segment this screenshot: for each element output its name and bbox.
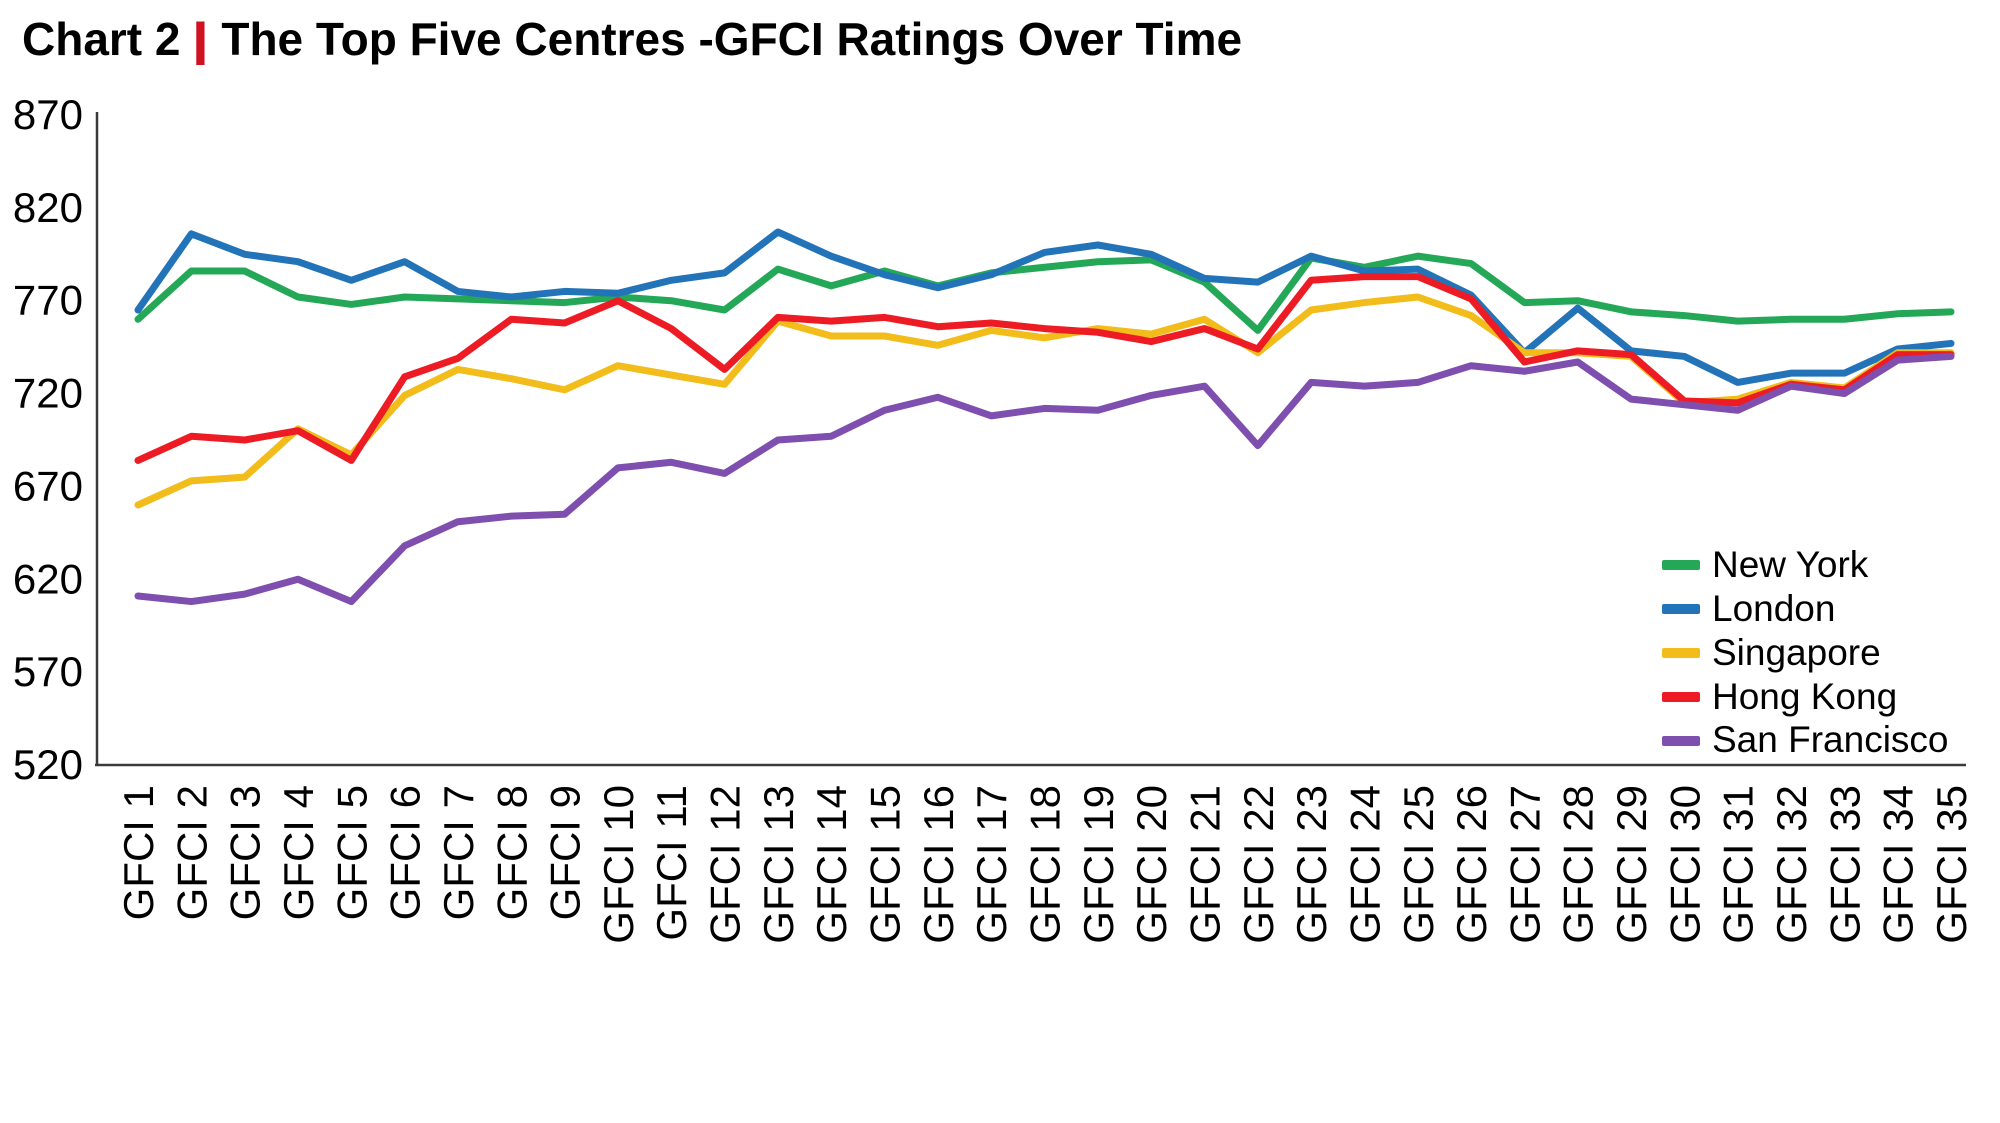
legend-item-san-francisco: San Francisco bbox=[1662, 721, 1949, 760]
chart-title: Chart 2 | The Top Five Centres -GFCI Rat… bbox=[22, 12, 1242, 66]
legend-label-new-york: New York bbox=[1712, 544, 1869, 585]
chart-title-separator: | bbox=[191, 13, 210, 65]
svg-text:GFCI 1: GFCI 1 bbox=[115, 785, 162, 920]
svg-text:GFCI 28: GFCI 28 bbox=[1555, 785, 1602, 944]
legend-swatch-hong-kong bbox=[1662, 691, 1700, 702]
svg-text:GFCI 29: GFCI 29 bbox=[1608, 785, 1655, 944]
chart-title-text: The Top Five Centres -GFCI Ratings Over … bbox=[221, 13, 1243, 65]
svg-text:520: 520 bbox=[13, 741, 83, 788]
legend-swatch-london bbox=[1662, 604, 1700, 615]
svg-text:GFCI 6: GFCI 6 bbox=[382, 785, 429, 920]
svg-text:820: 820 bbox=[13, 184, 83, 231]
svg-text:GFCI 33: GFCI 33 bbox=[1821, 785, 1868, 944]
legend-item-hong-kong: Hong Kong bbox=[1662, 675, 1949, 717]
svg-text:620: 620 bbox=[13, 555, 83, 602]
svg-text:GFCI 7: GFCI 7 bbox=[435, 785, 482, 920]
legend-label-san-francisco: San Francisco bbox=[1712, 719, 1949, 761]
svg-text:GFCI 32: GFCI 32 bbox=[1768, 785, 1815, 944]
legend-item-singapore: Singapore bbox=[1662, 631, 1949, 673]
legend-swatch-san-francisco bbox=[1662, 735, 1700, 746]
svg-text:GFCI 30: GFCI 30 bbox=[1661, 785, 1708, 944]
svg-text:GFCI 17: GFCI 17 bbox=[968, 785, 1015, 944]
svg-text:GFCI 25: GFCI 25 bbox=[1395, 785, 1442, 944]
svg-text:GFCI 3: GFCI 3 bbox=[222, 785, 269, 920]
svg-text:GFCI 9: GFCI 9 bbox=[542, 785, 589, 920]
svg-text:GFCI 15: GFCI 15 bbox=[862, 785, 909, 944]
chart-title-prefix: Chart 2 bbox=[22, 13, 181, 65]
svg-text:GFCI 31: GFCI 31 bbox=[1715, 785, 1762, 944]
chart-legend: New York London Singapore Hong Kong San … bbox=[1662, 544, 1949, 760]
legend-label-singapore: Singapore bbox=[1712, 631, 1881, 673]
svg-text:GFCI 8: GFCI 8 bbox=[488, 785, 535, 920]
svg-text:GFCI 35: GFCI 35 bbox=[1928, 785, 1975, 944]
svg-text:GFCI 2: GFCI 2 bbox=[168, 785, 215, 920]
svg-text:GFCI 23: GFCI 23 bbox=[1288, 785, 1335, 944]
svg-text:GFCI 20: GFCI 20 bbox=[1128, 785, 1175, 944]
svg-text:GFCI 5: GFCI 5 bbox=[328, 785, 375, 920]
svg-text:GFCI 11: GFCI 11 bbox=[648, 785, 695, 941]
svg-text:GFCI 18: GFCI 18 bbox=[1022, 785, 1069, 944]
svg-text:GFCI 14: GFCI 14 bbox=[808, 785, 855, 944]
svg-text:GFCI 16: GFCI 16 bbox=[915, 785, 962, 944]
svg-text:770: 770 bbox=[13, 277, 83, 324]
svg-text:GFCI 13: GFCI 13 bbox=[755, 785, 802, 944]
svg-text:GFCI 27: GFCI 27 bbox=[1501, 785, 1548, 944]
svg-text:GFCI 34: GFCI 34 bbox=[1875, 785, 1922, 944]
svg-text:GFCI 21: GFCI 21 bbox=[1181, 785, 1228, 944]
svg-text:GFCI 24: GFCI 24 bbox=[1341, 785, 1388, 944]
legend-label-london: London bbox=[1712, 587, 1836, 629]
svg-text:720: 720 bbox=[13, 370, 83, 417]
legend-item-london: London bbox=[1662, 587, 1949, 629]
svg-text:GFCI 10: GFCI 10 bbox=[595, 785, 642, 944]
svg-text:GFCI 19: GFCI 19 bbox=[1075, 785, 1122, 944]
svg-text:GFCI 22: GFCI 22 bbox=[1235, 785, 1282, 944]
svg-text:570: 570 bbox=[13, 648, 83, 695]
legend-swatch-singapore bbox=[1662, 648, 1700, 659]
legend-item-new-york: New York bbox=[1662, 544, 1949, 585]
svg-text:GFCI 12: GFCI 12 bbox=[702, 785, 749, 944]
svg-text:GFCI 26: GFCI 26 bbox=[1448, 785, 1495, 944]
legend-swatch-new-york bbox=[1662, 560, 1700, 571]
svg-text:670: 670 bbox=[13, 462, 83, 509]
svg-text:870: 870 bbox=[13, 91, 83, 138]
svg-text:GFCI 4: GFCI 4 bbox=[275, 785, 322, 920]
legend-label-hong-kong: Hong Kong bbox=[1712, 675, 1898, 717]
